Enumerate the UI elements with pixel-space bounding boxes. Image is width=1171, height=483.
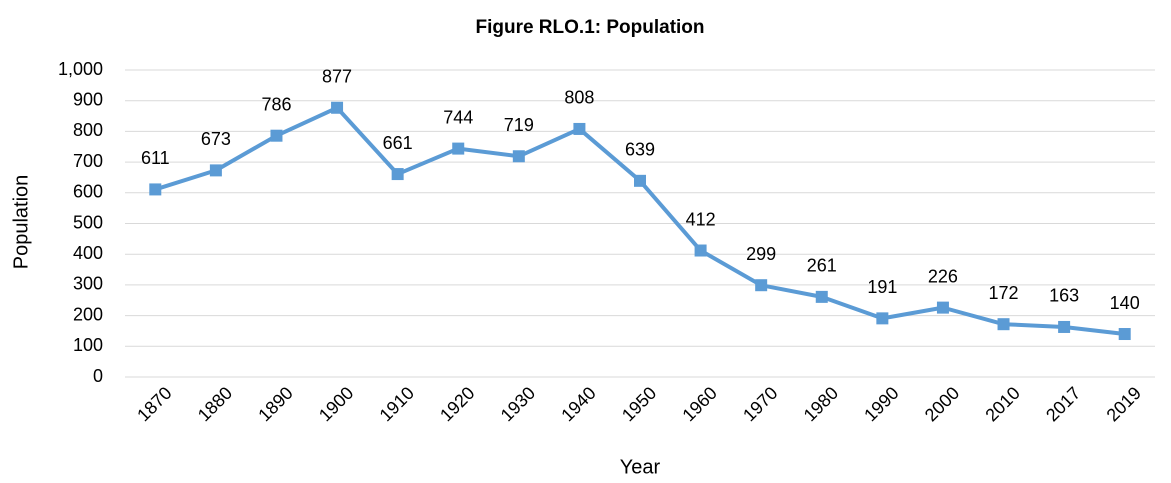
data-label: 639 — [625, 140, 655, 160]
y-tick-label: 300 — [73, 274, 103, 294]
data-label: 877 — [322, 67, 352, 87]
data-point — [452, 142, 465, 155]
data-point — [149, 183, 162, 196]
data-point — [331, 101, 344, 114]
x-tick-label: 2010 — [981, 383, 1023, 425]
y-tick-label: 800 — [73, 120, 103, 140]
x-tick-label: 1900 — [315, 383, 357, 425]
data-label: 261 — [807, 256, 837, 276]
data-label: 744 — [443, 107, 473, 127]
x-tick-label: 1970 — [739, 383, 781, 425]
data-point — [512, 150, 525, 163]
y-tick-label: 100 — [73, 335, 103, 355]
data-label: 412 — [686, 209, 716, 229]
x-tick-label: 1960 — [678, 383, 720, 425]
data-label: 299 — [746, 244, 776, 264]
data-label: 226 — [928, 266, 958, 286]
data-point — [391, 168, 404, 181]
y-tick-label: 1,000 — [58, 59, 103, 79]
data-point — [634, 174, 646, 187]
data-label: 808 — [564, 88, 594, 108]
data-label: 611 — [141, 148, 170, 168]
y-tick-label: 500 — [73, 212, 103, 232]
data-point — [209, 164, 222, 177]
x-tick-label: 1990 — [860, 383, 902, 425]
data-label: 191 — [867, 277, 897, 297]
data-label: 673 — [201, 129, 231, 149]
x-tick-label: 2000 — [921, 383, 963, 425]
data-point — [1118, 328, 1131, 341]
x-tick-label: 2017 — [1042, 383, 1084, 425]
data-point — [997, 318, 1010, 331]
data-point — [1058, 320, 1071, 333]
data-point — [270, 129, 283, 142]
data-label: 661 — [383, 133, 413, 153]
x-tick-label: 1920 — [436, 383, 478, 425]
y-tick-label: 400 — [73, 243, 103, 263]
data-point — [876, 312, 889, 325]
data-label: 786 — [261, 94, 291, 114]
data-point — [573, 122, 586, 135]
x-tick-label: 1950 — [618, 383, 660, 425]
y-tick-label: 600 — [73, 182, 103, 202]
x-tick-label: 1930 — [497, 383, 539, 425]
data-label: 172 — [989, 283, 1019, 303]
x-tick-label: 1870 — [133, 383, 175, 425]
y-tick-label: 200 — [73, 304, 103, 324]
y-tick-label: 700 — [73, 151, 103, 171]
data-label: 140 — [1110, 293, 1140, 313]
y-tick-label: 0 — [93, 366, 103, 386]
data-point — [815, 290, 828, 303]
y-tick-label: 900 — [73, 89, 103, 109]
y-axis-label: Population — [10, 175, 32, 270]
x-tick-label: 1980 — [800, 383, 842, 425]
x-tick-label: 1880 — [194, 383, 236, 425]
x-axis-label: Year — [620, 456, 661, 478]
x-tick-label: 1890 — [254, 383, 296, 425]
data-point — [755, 279, 768, 292]
x-tick-label: 2019 — [1103, 383, 1145, 425]
data-label: 719 — [504, 115, 534, 135]
data-label: 163 — [1049, 286, 1079, 306]
x-tick-label: 1940 — [557, 383, 599, 425]
x-tick-label: 1910 — [376, 383, 418, 425]
data-point — [936, 301, 949, 314]
chart-title: Figure RLO.1: Population — [475, 17, 704, 38]
data-point — [694, 244, 707, 257]
